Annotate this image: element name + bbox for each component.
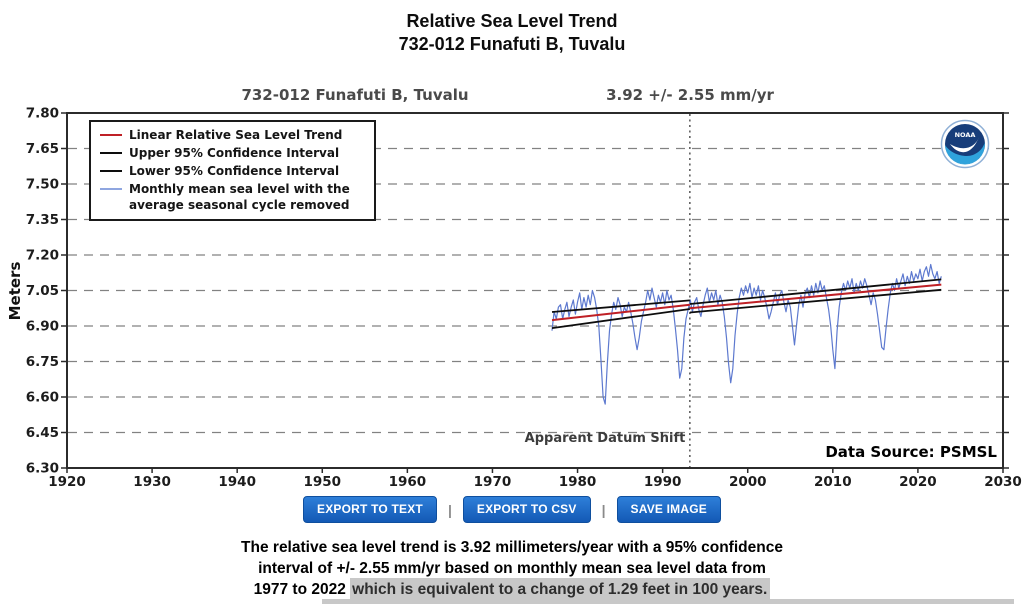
- noaa-logo-text: NOAA: [955, 131, 976, 139]
- plot-station-title: 732-012 Funafuti B, Tuvalu: [241, 86, 469, 104]
- export-button-row: EXPORT TO TEXT | EXPORT TO CSV | SAVE IM…: [0, 496, 1024, 523]
- y-tick-label: 7.80: [26, 106, 59, 122]
- x-tick-label: 1980: [559, 474, 597, 490]
- export-to-text-button[interactable]: EXPORT TO TEXT: [303, 496, 437, 523]
- confidence-interval-line: [551, 299, 690, 313]
- x-tick-label: 1960: [389, 474, 427, 490]
- y-tick-label: 7.05: [26, 283, 59, 299]
- legend-item: Upper 95% Confidence Interval: [98, 145, 368, 161]
- caption-line1: The relative sea level trend is 3.92 mil…: [241, 539, 783, 556]
- y-tick-label: 7.20: [26, 248, 59, 264]
- x-tick-label: 2010: [814, 474, 852, 490]
- y-tick-label: 7.65: [26, 141, 59, 157]
- legend-item: Linear Relative Sea Level Trend: [98, 127, 368, 143]
- x-tick-label: 2020: [899, 474, 937, 490]
- export-to-csv-button[interactable]: EXPORT TO CSV: [462, 496, 591, 523]
- trend-line: [551, 303, 691, 322]
- y-tick-label: 6.30: [26, 461, 59, 477]
- y-tick-label: 6.75: [26, 354, 59, 370]
- legend-line-swatch: [100, 152, 122, 154]
- legend-item-label: Linear Relative Sea Level Trend: [129, 128, 343, 142]
- x-tick-label: 1990: [644, 474, 682, 490]
- legend-line-swatch: [100, 188, 122, 190]
- legend-item-label: Lower 95% Confidence Interval: [129, 164, 340, 178]
- button-divider: |: [447, 501, 452, 518]
- trend-caption: The relative sea level trend is 3.92 mil…: [0, 537, 1024, 601]
- y-axis-title: Meters: [6, 262, 24, 321]
- x-tick-label: 1970: [474, 474, 512, 490]
- noaa-logo: NOAA: [940, 119, 990, 169]
- button-divider: |: [601, 501, 606, 518]
- page-title-line2: 732-012 Funafuti B, Tuvalu: [398, 34, 626, 54]
- monthly-mean-series-line: [551, 263, 942, 405]
- y-tick-label: 6.60: [26, 390, 59, 406]
- y-tick-label: 7.50: [26, 177, 59, 193]
- page-title: Relative Sea Level Trend 732-012 Funafut…: [0, 10, 1024, 56]
- x-tick-label: 1920: [48, 474, 86, 490]
- save-image-button[interactable]: SAVE IMAGE: [616, 496, 721, 523]
- confidence-interval-line: [689, 288, 942, 314]
- x-tick-label: 2030: [984, 474, 1022, 490]
- plot-legend: Linear Relative Sea Level Trend Upper 95%…: [89, 120, 376, 221]
- selection-highlight-strip: [322, 599, 1014, 604]
- apparent-datum-shift-label: Apparent Datum Shift: [524, 431, 686, 446]
- confidence-interval-line: [551, 308, 691, 329]
- caption-line2: interval of +/- 2.55 mm/yr based on mont…: [258, 560, 766, 577]
- legend-item-label: Upper 95% Confidence Interval: [129, 146, 340, 160]
- legend-item: Monthly mean sea level with the average …: [98, 181, 368, 213]
- caption-line3: 1977 to 2022 which is equivalent to a ch…: [0, 578, 1024, 601]
- legend-line-swatch: [100, 134, 122, 136]
- x-tick-label: 1950: [303, 474, 341, 490]
- caption-line3-normal: 1977 to 2022: [253, 581, 351, 598]
- trend-line: [689, 283, 942, 310]
- y-tick-label: 7.35: [26, 212, 59, 228]
- legend-item: Lower 95% Confidence Interval: [98, 163, 368, 179]
- caption-line3-highlighted: which is equivalent to a change of 1.29 …: [350, 578, 771, 601]
- legend-item-label: Monthly mean sea level with the average …: [129, 182, 350, 212]
- page-title-line1: Relative Sea Level Trend: [406, 11, 618, 31]
- x-tick-label: 2000: [729, 474, 767, 490]
- legend-line-swatch: [100, 170, 122, 172]
- y-tick-label: 6.90: [26, 319, 59, 335]
- y-tick-label: 6.45: [26, 425, 59, 441]
- x-tick-label: 1930: [133, 474, 171, 490]
- plot-trend-value: 3.92 +/- 2.55 mm/yr: [606, 86, 774, 104]
- confidence-interval-line: [689, 278, 942, 305]
- x-tick-label: 1940: [218, 474, 256, 490]
- data-source-label: Data Source: PSMSL: [825, 443, 997, 461]
